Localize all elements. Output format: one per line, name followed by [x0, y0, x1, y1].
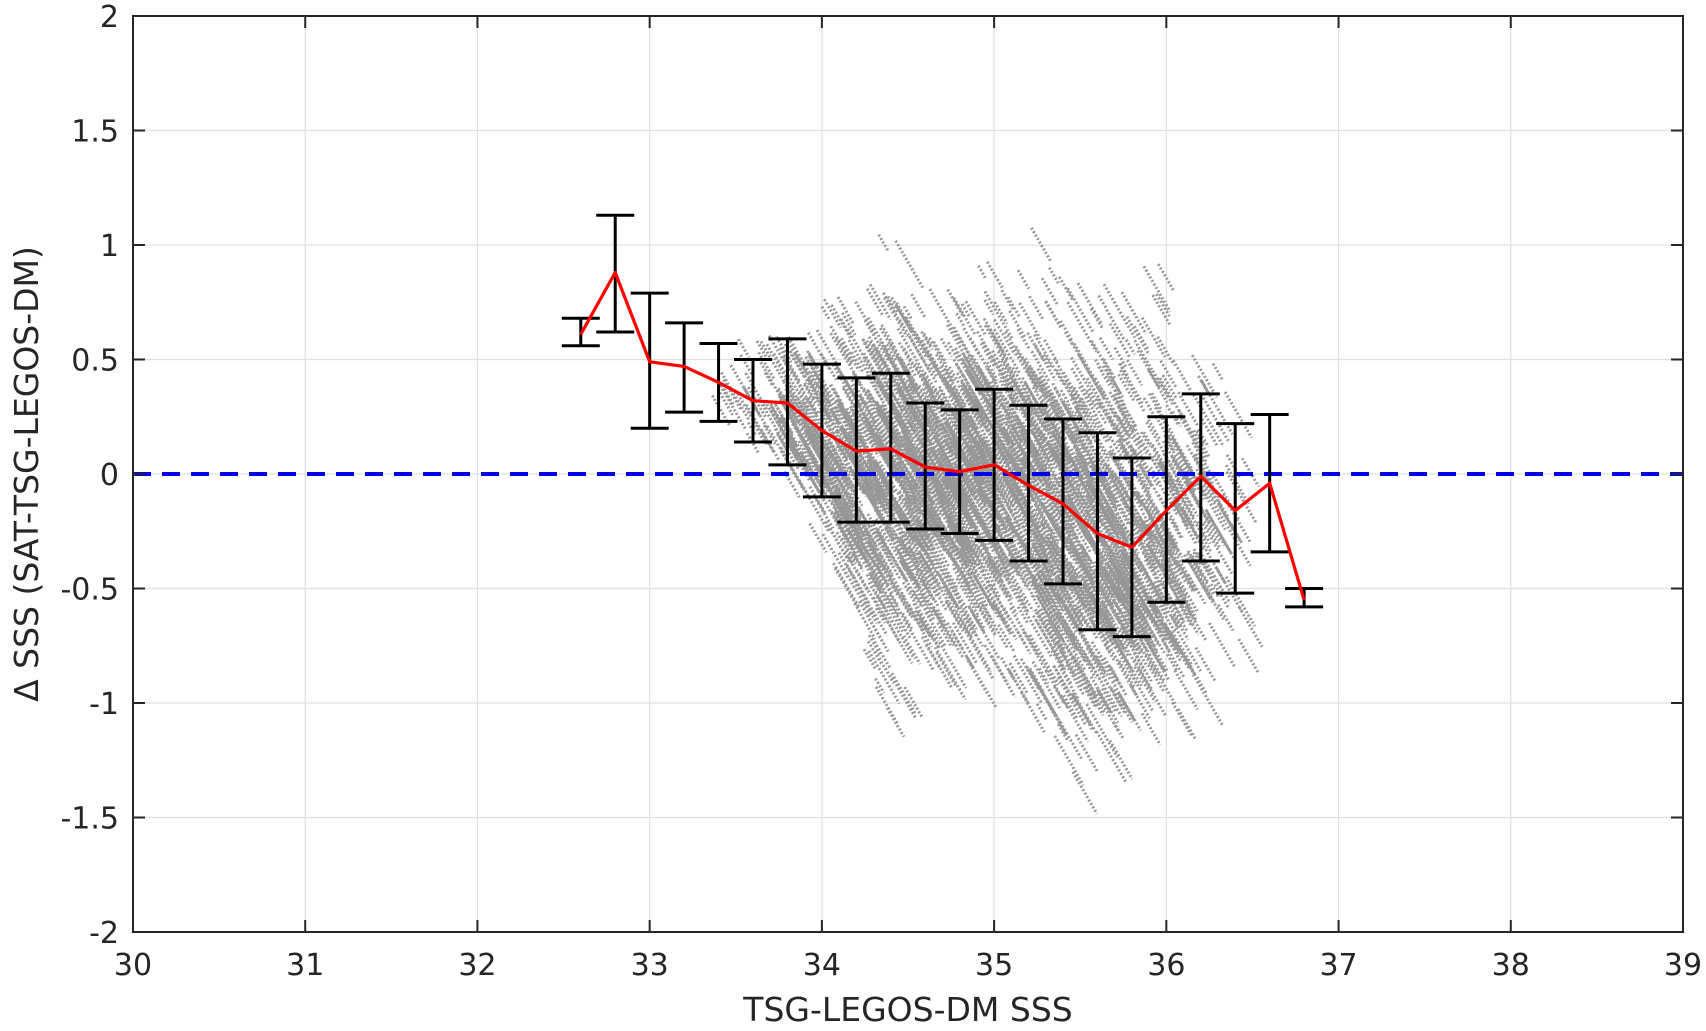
y-tick-label: 1.5	[71, 115, 119, 150]
x-tick-label: 34	[803, 948, 841, 983]
scatter-points	[711, 227, 1264, 815]
axis-ticks: 30 31 32 33 34 35 36 37 38 39 2 1.5 1 0.5 0 -0.5 -1 -1.5 -…	[60, 0, 1702, 983]
x-tick-label: 37	[1319, 948, 1357, 983]
x-tick-label: 32	[458, 948, 496, 983]
x-tick-label: 30	[114, 948, 152, 983]
y-tick-label: -1	[89, 687, 119, 722]
x-tick-label: 36	[1147, 948, 1185, 983]
y-tick-label: -2	[89, 916, 119, 951]
x-tick-label: 38	[1492, 948, 1530, 983]
x-tick-label: 39	[1664, 948, 1702, 983]
x-tick-label: 35	[975, 948, 1013, 983]
y-tick-label: -0.5	[60, 573, 119, 608]
bin-mean-line	[579, 270, 1306, 601]
x-tick-label: 31	[286, 948, 324, 983]
y-tick-label: -1.5	[60, 802, 119, 837]
scatter-streaks	[711, 227, 1264, 815]
mean-line	[579, 270, 1306, 601]
y-tick-label: 0	[100, 458, 119, 493]
x-axis-label: TSG-LEGOS-DM SSS	[742, 990, 1072, 1029]
x-tick-label: 33	[631, 948, 669, 983]
y-axis-label: Δ SSS (SAT-TSG-LEGOS-DM)	[7, 246, 46, 702]
y-tick-label: 1	[100, 229, 119, 264]
y-tick-label: 2	[100, 0, 119, 35]
y-tick-label: 0.5	[71, 344, 119, 379]
